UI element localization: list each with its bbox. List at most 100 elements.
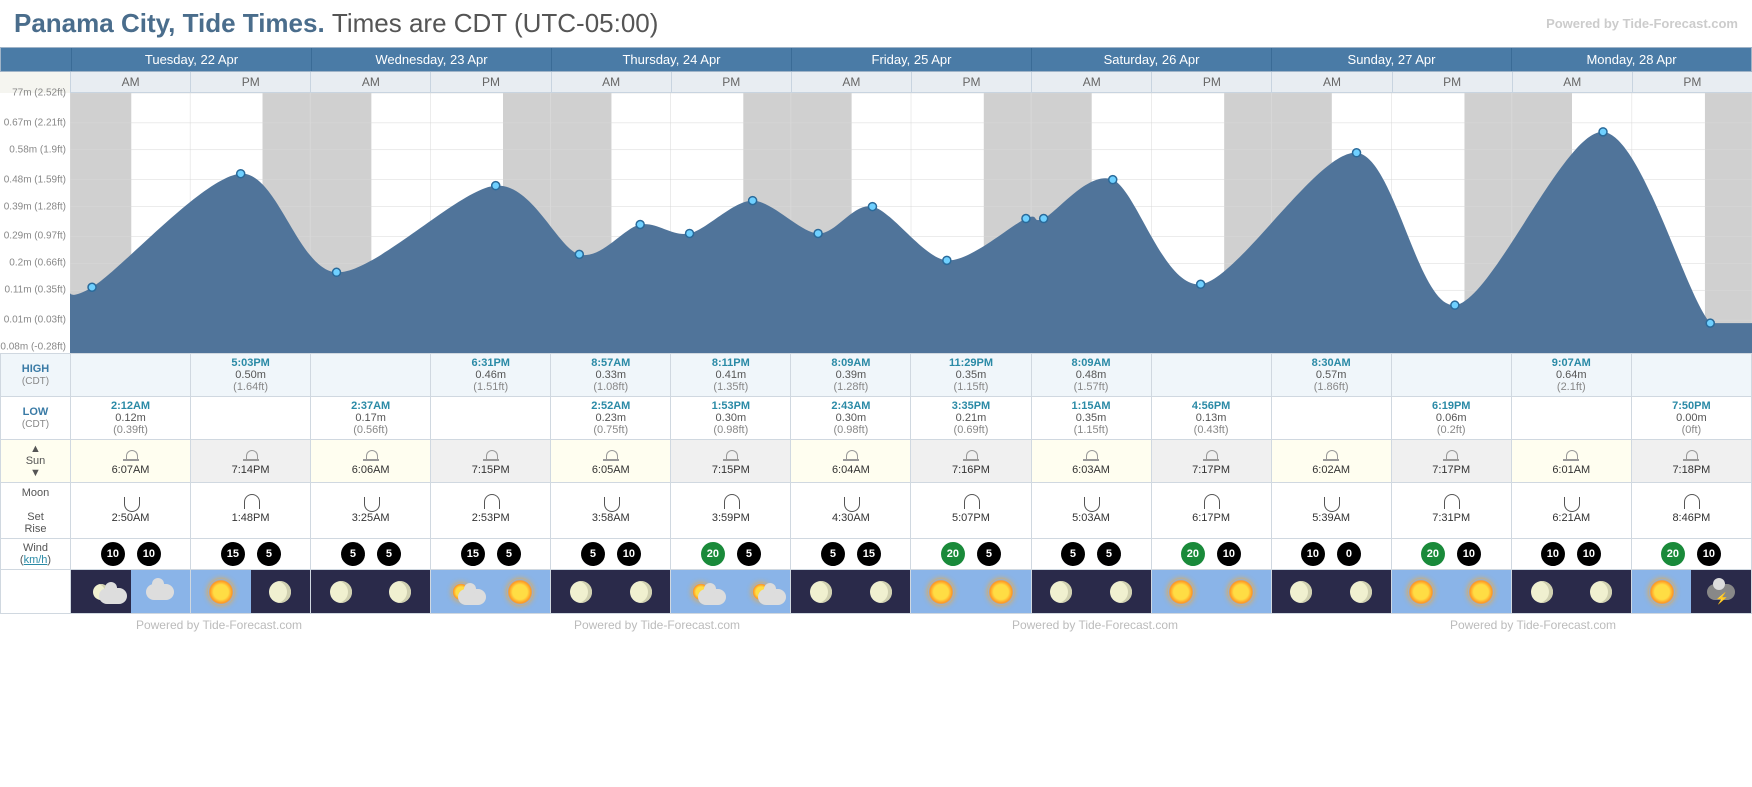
moon-icon [1531,581,1553,603]
y-axis-labels: 77m (2.52ft)0.67m (2.21ft)0.58m (1.9ft)0… [0,93,70,353]
wind-badge: 10 [1301,542,1325,566]
day-header: Monday, 28 Apr [1511,48,1751,71]
moon-icon [1290,581,1312,603]
low-tide-row: LOW(CDT) 2:12AM0.12m(0.39ft)2:37AM0.17m(… [1,397,1752,440]
moon-rise-icon [1682,497,1700,509]
wind-badge: 5 [1058,539,1089,570]
title-bar: Powered by Tide-Forecast.com Panama City… [0,0,1752,47]
wind-unit-link[interactable]: km/h [24,554,48,566]
day-header: Wednesday, 23 Apr [311,48,551,71]
moon-set-icon [1562,497,1580,509]
high-tide-row: HIGH(CDT) 5:03PM0.50m(1.64ft)6:31PM0.46m… [1,354,1752,397]
wind-badge: 5 [493,539,524,570]
sun-icon [988,579,1014,605]
tide-chart: 77m (2.52ft)0.67m (2.21ft)0.58m (1.9ft)0… [0,93,1752,353]
footer-watermark: Powered by Tide-Forecast.comPowered by T… [0,614,1752,636]
watermark: Powered by Tide-Forecast.com [1546,16,1738,31]
wind-badge: 15 [459,540,487,568]
moon-icon [570,581,592,603]
sunset-icon [241,447,261,461]
timezone-note: Times are CDT (UTC-05:00) [332,8,659,38]
wind-badge: 10 [1574,539,1605,570]
moon-icon [1350,581,1372,603]
moon-icon [1050,581,1072,603]
moon-rise-icon [242,497,260,509]
wind-badge: 20 [699,540,727,568]
sunrise-icon [1081,447,1101,461]
moon-icon [269,581,291,603]
moon-icon [810,581,832,603]
day-header-row: Tuesday, 22 AprWednesday, 23 AprThursday… [0,47,1752,72]
wind-badge: 10 [1694,539,1725,570]
cloud-icon [146,584,174,600]
sunset-icon [721,447,741,461]
weather-row: ⚡ [1,570,1752,614]
moon-rise-icon [962,497,980,509]
chart-area [70,93,1752,353]
sunrise-icon [121,447,141,461]
moon-set-icon [1082,497,1100,509]
wind-badge: 10 [1454,539,1485,570]
sunrise-icon [1321,447,1341,461]
wind-badge: 15 [217,539,248,570]
wind-badge: 5 [819,540,847,568]
sun-icon [1228,579,1254,605]
day-header: Saturday, 26 Apr [1031,48,1271,71]
wind-row: Wind(km/h) 10101555515551020551520555201… [1,539,1752,570]
sunrise-icon [601,447,621,461]
day-header: Tuesday, 22 Apr [71,48,311,71]
sunset-icon [1681,447,1701,461]
moon-icon [389,581,411,603]
wind-badge: 20 [1419,540,1447,568]
wind-badge: 5 [1093,538,1126,571]
sunset-icon [1201,447,1221,461]
wind-badge: 5 [576,538,609,571]
wind-badge: 0 [1334,539,1365,570]
tide-forecast-panel: Powered by Tide-Forecast.com Panama City… [0,0,1752,636]
moon-set-icon [842,497,860,509]
wind-badge: 5 [973,538,1006,571]
data-grid: HIGH(CDT) 5:03PM0.50m(1.64ft)6:31PM0.46m… [0,353,1752,614]
moon-icon [1110,581,1132,603]
moon-row: MoonSetRise 2:50AM1:48PM3:25AM2:53PM3:58… [1,483,1752,539]
wind-badge: 10 [135,540,163,568]
sun-icon [1168,579,1194,605]
wind-badge: 10 [101,542,125,566]
wind-badge: 5 [372,538,405,571]
sun-row: ▲Sun▼ 6:07AM7:14PM6:06AM7:15PM6:05AM7:15… [1,440,1752,483]
sun-icon [507,579,533,605]
wind-badge: 20 [1179,540,1207,568]
moon-rise-icon [722,497,740,509]
wind-badge: 10 [1539,540,1567,568]
sun-icon [928,579,954,605]
sunset-icon [1441,447,1461,461]
sun-icon [208,579,234,605]
wind-badge: 10 [1215,540,1243,568]
sunrise-icon [841,447,861,461]
sun-icon [1408,579,1434,605]
wind-badge: 5 [336,538,369,571]
sunrise-icon [361,447,381,461]
day-header: Thursday, 24 Apr [551,48,791,71]
moon-rise-icon [482,497,500,509]
day-header: Friday, 25 Apr [791,48,1031,71]
wind-badge: 5 [252,537,286,571]
wind-badge: 10 [613,539,644,570]
moon-icon [630,581,652,603]
wind-badge: 5 [733,539,764,570]
moon-set-icon [1322,497,1340,509]
sunset-icon [961,447,981,461]
sunrise-icon [1561,447,1581,461]
sunset-icon [481,447,501,461]
moon-icon [1590,581,1612,603]
wind-badge: 15 [854,539,885,570]
wind-badge: 20 [1660,540,1688,568]
moon-rise-icon [1442,497,1460,509]
moon-set-icon [362,497,380,509]
day-header: Sunday, 27 Apr [1271,48,1511,71]
sun-icon [1649,579,1675,605]
ampm-row: AMPMAMPMAMPMAMPMAMPMAMPMAMPM [0,72,1752,93]
sun-icon [1468,579,1494,605]
wind-badge: 20 [939,540,967,568]
moon-set-icon [602,497,620,509]
